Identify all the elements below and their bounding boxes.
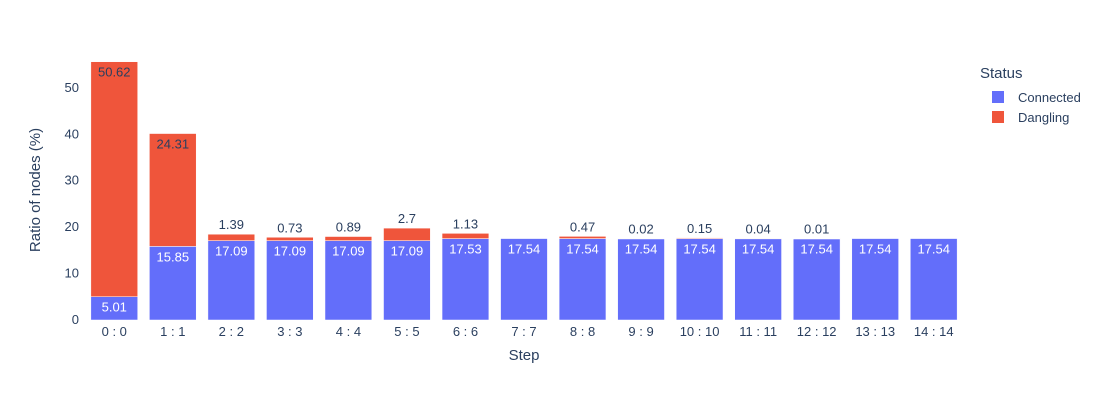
- x-tick-label: 12 : 12: [797, 324, 837, 339]
- bar-dangling: [90, 61, 138, 297]
- bar-dangling: [617, 238, 665, 240]
- bar-dangling: [266, 237, 314, 241]
- data-label-dangling: 0.04: [745, 221, 770, 236]
- x-tick-label: 10 : 10: [680, 324, 720, 339]
- bar-dangling: [324, 236, 373, 241]
- bar-connected: [324, 240, 373, 321]
- data-label-dangling: 50.62: [98, 65, 131, 80]
- data-label-connected: 17.54: [566, 242, 599, 257]
- data-label-dangling: 24.31: [157, 137, 190, 152]
- bar-connected: [149, 246, 197, 321]
- data-label-connected: 15.85: [157, 249, 190, 264]
- x-tick-label: 13 : 13: [855, 324, 895, 339]
- bar-connected: [558, 238, 607, 321]
- legend-item-connected[interactable]: Connected: [1018, 90, 1081, 105]
- legend-swatch-dangling[interactable]: [992, 111, 1004, 123]
- bar-dangling: [675, 237, 724, 239]
- x-tick-label: 14 : 14: [914, 324, 954, 339]
- x-tick-label: 9 : 9: [628, 324, 653, 339]
- y-tick-label: 10: [65, 266, 79, 281]
- y-tick-label: 0: [72, 312, 79, 327]
- data-label-connected: 17.09: [215, 244, 248, 259]
- y-tick-label: 20: [65, 219, 79, 234]
- x-tick-label: 0 : 0: [102, 324, 127, 339]
- data-label-connected: 17.54: [683, 242, 716, 257]
- legend-item-dangling[interactable]: Dangling: [1018, 110, 1069, 125]
- data-label-connected: 17.54: [508, 242, 541, 257]
- x-tick-label: 5 : 5: [394, 324, 419, 339]
- data-label-dangling: 0.73: [277, 220, 302, 235]
- data-label-connected: 17.09: [332, 244, 365, 259]
- data-label-dangling: 1.13: [453, 216, 478, 231]
- y-tick-label: 40: [65, 126, 79, 141]
- bar-connected: [441, 238, 490, 321]
- data-label-dangling: 0.15: [687, 221, 712, 236]
- bar-connected: [617, 238, 665, 321]
- x-tick-label: 11 : 11: [739, 324, 777, 339]
- data-label-dangling: 1.39: [219, 217, 244, 232]
- x-tick-label: 4 : 4: [336, 324, 361, 339]
- bar-dangling: [383, 227, 431, 241]
- data-label-connected: 17.54: [859, 242, 892, 257]
- bar-dangling: [207, 233, 255, 241]
- bar-dangling: [558, 236, 607, 239]
- data-label-connected: 17.54: [625, 242, 658, 257]
- data-label-connected: 17.54: [917, 242, 950, 257]
- bar-connected: [383, 240, 431, 321]
- y-axis-title: Ratio of nodes (%): [27, 128, 44, 252]
- data-label-connected: 17.09: [274, 244, 307, 259]
- x-tick-label: 6 : 6: [453, 324, 478, 339]
- legend-swatch-connected[interactable]: [992, 91, 1004, 103]
- x-tick-label: 3 : 3: [277, 324, 302, 339]
- bar-dangling: [793, 238, 841, 240]
- x-tick-label: 2 : 2: [219, 324, 244, 339]
- data-label-dangling: 2.7: [398, 211, 416, 226]
- bar-connected: [500, 238, 548, 321]
- y-tick-label: 30: [65, 173, 79, 188]
- bar-connected: [266, 240, 314, 321]
- data-label-dangling: 0.01: [804, 222, 829, 237]
- legend-title: Status: [980, 65, 1023, 82]
- data-label-connected: 5.01: [102, 300, 127, 315]
- data-label-connected: 17.09: [391, 244, 424, 259]
- data-label-connected: 17.54: [800, 242, 833, 257]
- data-label-dangling: 0.89: [336, 220, 361, 235]
- x-tick-label: 8 : 8: [570, 324, 595, 339]
- bar-connected: [851, 238, 899, 321]
- bar-connected: [734, 238, 782, 321]
- x-axis-title: Step: [509, 347, 540, 364]
- bar-dangling: [441, 233, 490, 239]
- data-label-dangling: 0.47: [570, 219, 595, 234]
- y-tick-label: 50: [65, 80, 79, 95]
- data-label-connected: 17.53: [449, 242, 482, 257]
- data-label-connected: 17.54: [742, 242, 775, 257]
- bar-connected: [910, 238, 958, 321]
- bar-dangling: [734, 238, 782, 240]
- bar-connected: [793, 238, 841, 321]
- data-label-dangling: 0.02: [628, 221, 653, 236]
- bar-connected: [675, 238, 724, 321]
- bar-dangling: [149, 133, 197, 247]
- x-tick-label: 7 : 7: [511, 324, 536, 339]
- x-tick-label: 1 : 1: [160, 324, 185, 339]
